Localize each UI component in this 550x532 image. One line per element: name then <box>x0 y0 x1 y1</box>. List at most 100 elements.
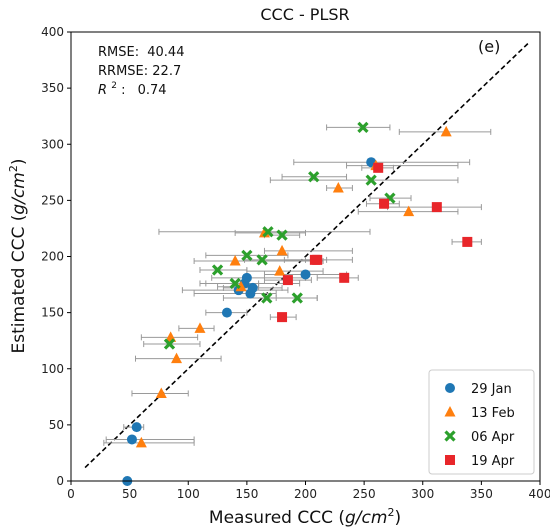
axis-ticks: 0 50 100 150 200 250 300 350 400 0 50 100 150 200 250 3… <box>41 25 550 501</box>
point-triangle-1-9 <box>276 244 288 256</box>
data-points <box>122 121 473 486</box>
y-axis-title-power: 2 <box>7 165 20 172</box>
x-mark-stroke-b <box>308 171 320 183</box>
r2-colon: : <box>121 83 125 98</box>
x-tick-label-2: 100 <box>177 487 200 501</box>
x-mark-stroke-b <box>357 121 369 134</box>
legend-marker-0 <box>445 383 455 393</box>
x-axis-title-prefix: Measured CCC ( <box>209 508 345 528</box>
x-mark-stroke-b <box>256 254 268 266</box>
error-bar-1-11 <box>346 162 459 169</box>
point-square-3-0 <box>277 312 288 323</box>
y-tick-label-6: 300 <box>41 137 64 151</box>
x-tick-label-1: 50 <box>122 487 137 501</box>
x-mark-stroke-b <box>291 292 303 304</box>
point-x-2-0 <box>163 338 176 350</box>
x-axis-title-power: 2 <box>387 506 394 519</box>
point-triangle-1-3 <box>171 352 183 364</box>
x-mark-stroke-b <box>276 229 288 241</box>
point-circle-0-1 <box>126 434 137 445</box>
rmse-label: RMSE: <box>98 45 139 60</box>
rrmse-label: RRMSE: <box>98 64 148 79</box>
y-axis-title: Estimated CCC (g/cm2) <box>7 158 29 353</box>
point-x-2-3 <box>241 249 253 262</box>
point-x-2-9 <box>308 171 320 183</box>
point-triangle-1-1 <box>155 387 167 398</box>
point-x-2-12 <box>357 121 369 134</box>
y-axis-title-prefix: Estimated CCC ( <box>9 215 29 354</box>
legend-label-1: 13 Feb <box>471 406 515 421</box>
fit-line <box>84 42 529 469</box>
error-bar-0-1 <box>105 436 195 443</box>
r2-value: 0.74 <box>138 83 167 98</box>
point-square-3-5 <box>379 198 390 209</box>
legend-label-3: 19 Apr <box>471 454 515 469</box>
y-tick-label-2: 100 <box>41 362 64 376</box>
point-x-2-8 <box>291 292 303 304</box>
point-triangle-1-12 <box>403 205 415 217</box>
point-x-2-4 <box>256 254 268 266</box>
y-tick-label-5: 250 <box>41 193 64 207</box>
point-circle-0-9 <box>300 269 311 280</box>
panel-label: (e) <box>478 37 500 56</box>
point-x-2-7 <box>276 229 288 241</box>
r2-letter: R <box>98 83 107 98</box>
point-triangle-1-5 <box>229 254 241 266</box>
legend-label-0: 29 Jan <box>471 382 512 397</box>
error-bar-1-0 <box>103 439 195 446</box>
y-tick-label-7: 350 <box>41 81 64 95</box>
point-square-3-8 <box>462 236 473 247</box>
error-bar-1-4 <box>178 325 215 332</box>
x-mark-stroke-b <box>262 226 274 238</box>
y-tick-label-3: 150 <box>41 306 64 320</box>
x-tick-label-8: 400 <box>529 487 550 501</box>
legend-marker-3 <box>445 455 455 465</box>
point-x-2-5 <box>261 292 273 304</box>
point-square-3-3 <box>309 254 320 265</box>
y-tick-label-4: 200 <box>41 250 64 264</box>
plot-frame <box>70 31 541 482</box>
point-triangle-1-13 <box>440 125 452 137</box>
point-square-3-7 <box>431 202 442 213</box>
y-axis-title-unit: g/cm <box>9 172 29 214</box>
point-triangle-1-4 <box>194 322 206 333</box>
error-bar-0-10 <box>293 159 471 166</box>
point-x-2-2 <box>229 277 241 290</box>
point-square-3-4 <box>339 272 350 283</box>
error-bar-1-5 <box>193 257 324 264</box>
x-tick-label-3: 150 <box>235 487 258 501</box>
rrmse-value: 22.7 <box>152 64 181 79</box>
error-bar-2-10 <box>269 177 459 184</box>
point-circle-0-2 <box>131 422 142 433</box>
legend-marker-2 <box>444 430 456 442</box>
y-axis-title-close: ) <box>9 158 29 165</box>
error-bar-1-9 <box>263 247 353 254</box>
error-bar-2-1 <box>199 266 248 273</box>
y-tick-label-1: 50 <box>49 418 64 432</box>
chart-title: CCC - PLSR <box>260 5 349 24</box>
point-square-3-1 <box>282 275 293 286</box>
point-triangle-1-10 <box>332 182 344 193</box>
point-x-2-1 <box>211 264 224 276</box>
point-circle-0-3 <box>221 307 232 318</box>
error-bar-2-0 <box>143 341 201 348</box>
error-bar-3-4 <box>316 274 359 281</box>
x-tick-label-5: 250 <box>353 487 376 501</box>
x-mark-stroke-b <box>241 249 253 262</box>
legend: 29 Jan 13 Feb 06 Apr 19 Apr <box>428 369 535 475</box>
point-square-3-6 <box>373 162 384 173</box>
x-axis-title: Measured CCC (g/cm2) <box>209 506 401 528</box>
r2-text: R 2 : 0.74 <box>98 77 167 98</box>
point-triangle-1-0 <box>135 436 147 448</box>
x-axis-title-close: ) <box>394 508 401 528</box>
rmse-value: 40.44 <box>147 45 184 60</box>
legend-marker-1 <box>444 406 456 417</box>
y-tick-label-0: 0 <box>56 474 64 488</box>
y-tick-label-8: 400 <box>41 25 64 39</box>
fit-line-path <box>84 42 529 469</box>
x-mark-stroke-b <box>163 338 176 350</box>
point-x-2-6 <box>262 226 274 238</box>
r2-power: 2 <box>111 81 117 91</box>
x-mark-stroke-b <box>229 277 241 290</box>
